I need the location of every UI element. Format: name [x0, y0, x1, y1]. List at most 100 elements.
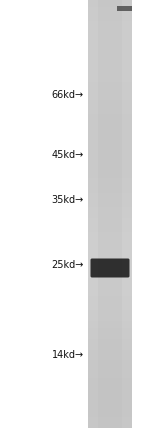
- Bar: [88, 189, 132, 193]
- Bar: [88, 78, 132, 82]
- Bar: [88, 342, 132, 346]
- Bar: [88, 100, 132, 104]
- Bar: [88, 324, 132, 328]
- Text: 14kd→: 14kd→: [52, 350, 84, 360]
- Bar: [88, 168, 132, 171]
- Bar: [88, 29, 132, 32]
- Bar: [88, 128, 132, 132]
- Text: 66kd→: 66kd→: [52, 90, 84, 100]
- Bar: [88, 39, 132, 43]
- Bar: [88, 371, 132, 374]
- Bar: [88, 211, 132, 214]
- Bar: [88, 346, 132, 350]
- Bar: [88, 114, 132, 118]
- Bar: [88, 239, 132, 243]
- Bar: [88, 260, 132, 264]
- Bar: [88, 21, 132, 25]
- Bar: [88, 164, 132, 168]
- Bar: [88, 132, 132, 136]
- Bar: [88, 203, 132, 207]
- Bar: [88, 232, 132, 235]
- Bar: [88, 414, 132, 417]
- Bar: [88, 264, 132, 268]
- Bar: [88, 110, 132, 114]
- Bar: [88, 378, 132, 382]
- Bar: [88, 403, 132, 407]
- Bar: [88, 335, 132, 339]
- Bar: [88, 221, 132, 225]
- Bar: [88, 360, 132, 364]
- Bar: [88, 75, 132, 78]
- Bar: [88, 385, 132, 389]
- Bar: [88, 68, 132, 71]
- Bar: [88, 253, 132, 257]
- Bar: [88, 125, 132, 128]
- Bar: [88, 268, 132, 271]
- Bar: [88, 18, 132, 21]
- Bar: [88, 43, 132, 46]
- Bar: [88, 64, 132, 68]
- Bar: [88, 392, 132, 396]
- Bar: [88, 321, 132, 324]
- Bar: [88, 374, 132, 378]
- Bar: [88, 292, 132, 296]
- Bar: [88, 71, 132, 75]
- Bar: [88, 382, 132, 385]
- Bar: [88, 425, 132, 428]
- Bar: [88, 157, 132, 160]
- Bar: [88, 228, 132, 232]
- Bar: [88, 14, 132, 18]
- Bar: [88, 185, 132, 189]
- Bar: [88, 0, 132, 3]
- Bar: [88, 175, 132, 178]
- Bar: [88, 300, 132, 303]
- Bar: [88, 207, 132, 211]
- Bar: [88, 314, 132, 318]
- Bar: [88, 86, 132, 89]
- Bar: [88, 296, 132, 300]
- Bar: [88, 136, 132, 139]
- Bar: [88, 278, 132, 282]
- Bar: [88, 193, 132, 196]
- Bar: [88, 25, 132, 29]
- Bar: [88, 182, 132, 185]
- Bar: [88, 93, 132, 96]
- Bar: [88, 399, 132, 403]
- Bar: [88, 410, 132, 414]
- Bar: [88, 235, 132, 239]
- Bar: [88, 7, 132, 11]
- Bar: [88, 143, 132, 146]
- Bar: [88, 107, 132, 110]
- Bar: [88, 353, 132, 357]
- Bar: [88, 367, 132, 371]
- Bar: [88, 250, 132, 253]
- Bar: [88, 32, 132, 36]
- Bar: [117, 6, 132, 11]
- Bar: [88, 246, 132, 250]
- Bar: [88, 146, 132, 150]
- Bar: [88, 121, 132, 125]
- Bar: [88, 257, 132, 260]
- Bar: [88, 289, 132, 292]
- Bar: [88, 243, 132, 246]
- Bar: [88, 417, 132, 421]
- Bar: [88, 421, 132, 425]
- Bar: [88, 82, 132, 86]
- Bar: [88, 339, 132, 342]
- Bar: [88, 328, 132, 332]
- Bar: [88, 57, 132, 61]
- Bar: [88, 150, 132, 153]
- Bar: [88, 282, 132, 285]
- Bar: [88, 275, 132, 278]
- Bar: [88, 310, 132, 314]
- Bar: [88, 285, 132, 289]
- Bar: [88, 217, 132, 221]
- Bar: [88, 225, 132, 228]
- Bar: [88, 200, 132, 203]
- Bar: [88, 46, 132, 50]
- Bar: [88, 350, 132, 353]
- Bar: [88, 11, 132, 14]
- Bar: [88, 307, 132, 310]
- Text: 45kd→: 45kd→: [52, 150, 84, 160]
- Bar: [88, 178, 132, 182]
